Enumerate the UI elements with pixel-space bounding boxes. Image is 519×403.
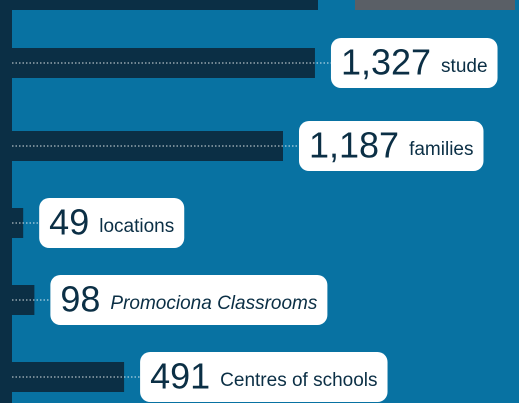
page: {"chart_data": {"type": "bar", "orientat… bbox=[0, 0, 519, 403]
category-label: families bbox=[409, 139, 473, 160]
value-label: 98 bbox=[60, 279, 100, 320]
value-label: 1,187 bbox=[309, 125, 399, 166]
axis-bar bbox=[0, 0, 12, 403]
category-label: Promociona Classrooms bbox=[110, 293, 317, 314]
bar bbox=[12, 131, 283, 161]
photo bbox=[355, 0, 515, 10]
top-band bbox=[0, 0, 318, 10]
category-label: stude bbox=[441, 56, 487, 77]
category-label: locations bbox=[99, 216, 174, 237]
bar bbox=[12, 208, 23, 238]
value-label: 1,327 bbox=[341, 42, 431, 83]
value-label: 491 bbox=[150, 356, 210, 397]
category-label: Centres of schools bbox=[220, 370, 377, 391]
value-label: 49 bbox=[49, 202, 89, 243]
chart: 1,327 stude 1,187 families 49 locations 98 Prom… bbox=[0, 0, 519, 403]
